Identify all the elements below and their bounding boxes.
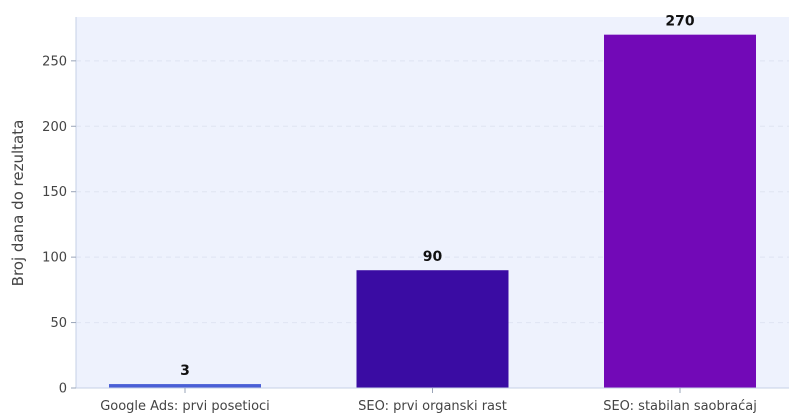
y-axis-ticks: 0 50 100 150 200 250 bbox=[42, 54, 76, 397]
value-labels: 3 90 270 bbox=[180, 14, 695, 379]
x-tick-label: SEO: prvi organski rast bbox=[358, 399, 507, 414]
y-tick-label: 200 bbox=[42, 120, 67, 135]
y-axis-title: Broj dana do rezultata bbox=[9, 120, 27, 287]
bar-value-label: 90 bbox=[423, 249, 443, 265]
x-tick-label: SEO: stabilan saobraćaj bbox=[603, 399, 757, 414]
bars bbox=[109, 34, 756, 389]
y-tick-label: 250 bbox=[42, 54, 67, 69]
bar bbox=[109, 384, 261, 388]
bar-value-label: 3 bbox=[180, 363, 190, 379]
bar bbox=[604, 34, 756, 389]
y-tick-label: 100 bbox=[42, 251, 67, 266]
bar bbox=[356, 270, 509, 388]
y-tick-label: 0 bbox=[59, 382, 67, 397]
y-tick-label: 150 bbox=[42, 185, 67, 200]
x-axis-ticks: Google Ads: prvi posetioci SEO: prvi orga… bbox=[100, 388, 757, 414]
bar-value-label: 270 bbox=[665, 14, 694, 30]
y-tick-label: 50 bbox=[50, 316, 67, 331]
x-tick-label: Google Ads: prvi posetioci bbox=[100, 399, 270, 414]
